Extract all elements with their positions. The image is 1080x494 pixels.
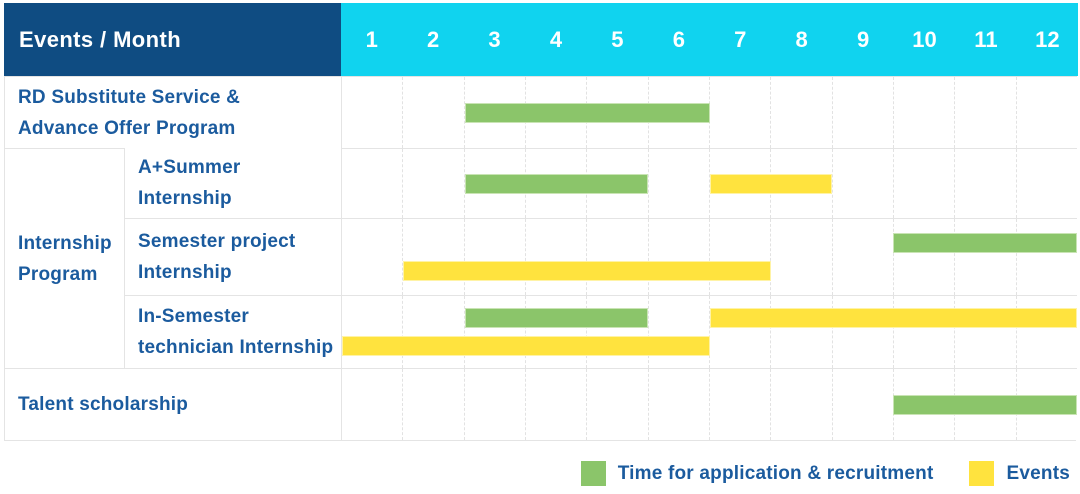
gantt-bar-yellow xyxy=(403,261,771,281)
month-header-3: 3 xyxy=(488,26,501,52)
month-header-9: 9 xyxy=(856,26,870,52)
green-swatch-icon xyxy=(580,461,606,486)
gantt-schedule: Events / Month 1 2 3 4 5 6 7 8 9 10 11 12 RD Substi… xyxy=(4,3,1078,441)
gantt-bar-green xyxy=(464,102,710,123)
month-header-6: 6 xyxy=(672,26,685,52)
gantt-bar-green xyxy=(464,308,649,328)
month-gridlines xyxy=(342,296,1077,368)
month-header-row: 1 2 3 4 5 6 7 8 9 10 11 12 xyxy=(341,3,1078,76)
events-month-table: Events / Month 1 2 3 4 5 6 7 8 9 10 11 12 RD Substi… xyxy=(4,3,1078,441)
gantt-bar-yellow xyxy=(709,173,832,194)
month-header-7: 7 xyxy=(734,26,747,52)
legend-item-events: Events xyxy=(969,461,1070,486)
timeline-talent-scholarship xyxy=(341,368,1077,440)
timeline-rd-substitute xyxy=(341,76,1077,148)
row-label-a-plus-summer: A+Summer Internship xyxy=(125,148,341,218)
legend: Time for application & recruitment Event… xyxy=(580,461,1070,486)
legend-label: Time for application & recruitment xyxy=(617,462,934,484)
month-header-11: 11 xyxy=(974,26,998,52)
month-header-1: 1 xyxy=(365,26,378,52)
timeline-in-semester-technician xyxy=(341,295,1077,368)
row-label-line: technician Internship xyxy=(138,337,334,358)
row-label-line: RD Substitute Service & xyxy=(18,86,241,108)
gantt-bar-green xyxy=(464,173,649,194)
gantt-bar-green xyxy=(893,233,1077,253)
month-header-5: 5 xyxy=(611,26,624,52)
month-header-2: 2 xyxy=(427,26,440,52)
row-label-line: Advance Offer Program xyxy=(18,117,236,139)
month-header-12: 12 xyxy=(1035,26,1060,52)
group-label-line: Internship Program xyxy=(18,232,112,285)
row-label-line: Talent scholarship xyxy=(18,394,189,415)
group-label-internship-program: Internship Program xyxy=(5,148,125,368)
row-label-line: Semester project xyxy=(138,231,296,252)
row-label-line: In-Semester xyxy=(138,306,249,327)
row-label-rd-substitute: RD Substitute Service & Advance Offer Pr… xyxy=(5,76,341,148)
gantt-bar-yellow xyxy=(709,308,1077,328)
yellow-swatch-icon xyxy=(969,461,995,486)
month-header-4: 4 xyxy=(549,26,563,52)
row-label-in-semester-technician: In-Semester technician Internship xyxy=(125,295,341,368)
month-header-8: 8 xyxy=(795,26,808,52)
table-title: Events / Month xyxy=(19,26,182,52)
month-header-10: 10 xyxy=(912,26,937,52)
gantt-bar-yellow xyxy=(342,336,710,356)
row-label-talent-scholarship: Talent scholarship xyxy=(5,368,341,440)
gantt-bar-green xyxy=(893,394,1077,415)
legend-item-application-recruitment: Time for application & recruitment xyxy=(580,461,934,486)
legend-label: Events xyxy=(1006,462,1070,484)
timeline-a-plus-summer xyxy=(341,148,1077,218)
row-label-semester-project: Semester project Internship xyxy=(125,218,341,295)
month-gridlines xyxy=(342,219,1077,295)
row-label-line: Internship xyxy=(138,188,232,209)
row-label-line: Internship xyxy=(138,262,232,283)
timeline-semester-project xyxy=(341,218,1077,295)
table-header-events-month: Events / Month xyxy=(4,3,341,76)
row-label-line: A+Summer xyxy=(138,157,241,178)
